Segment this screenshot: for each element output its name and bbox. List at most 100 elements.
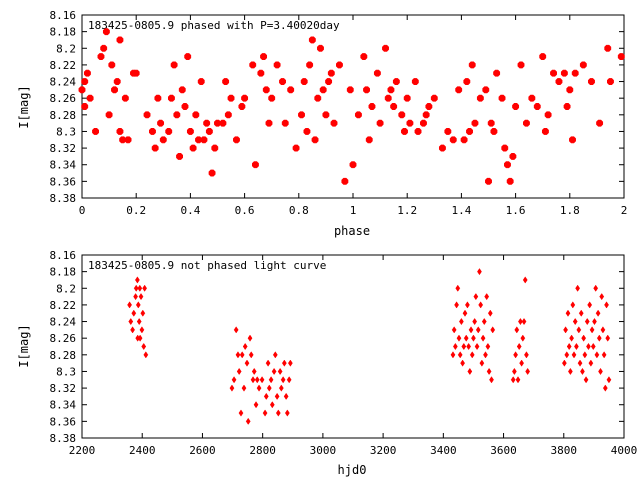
phased-data-point [392,78,400,85]
phased-data-point [78,86,86,94]
unphased-x-tick-label: 2800 [249,444,276,457]
phased-x-tick-label: 1.4 [451,204,471,217]
phased-data-point [346,86,354,94]
phased-data-point [121,94,129,102]
unphased-data-point [584,317,590,326]
unphased-data-point [473,293,479,301]
phased-data-point [143,111,151,119]
phased-data-point [86,94,94,102]
unphased-data-point [136,317,142,326]
phased-data-point [116,36,124,44]
phased-data-point [327,69,335,77]
unphased-data-point [604,301,609,309]
unphased-data-point [271,367,277,376]
phased-data-point [257,69,265,77]
unphased-data-point [512,367,517,376]
unphased-data-point [140,309,146,317]
unphased-data-point [606,376,612,384]
unphased-data-point [566,342,572,351]
phased-x-tick-label: 2 [621,204,628,217]
phased-data-point [317,44,324,52]
unphased-data-point [133,284,139,292]
phased-data-point [476,94,484,102]
unphased-y-tick-label: 8.22 [50,299,77,312]
unphased-data-point [463,334,469,342]
unphased-data-point [602,384,608,392]
unphased-x-axis-label: hjd0 [338,463,367,477]
phased-data-point [322,111,330,119]
phased-data-point [368,103,376,110]
phased-data-point [300,78,308,85]
unphased-data-point [283,392,289,400]
unphased-data-point [462,309,468,317]
phased-data-point [539,53,547,61]
unphased-data-point [596,334,602,342]
unphased-chart-title: 183425-0805.9 not phased light curve [88,259,326,272]
unphased-data-point [239,351,245,359]
phased-data-point [227,94,235,102]
unphased-data-point [135,301,141,309]
unphased-data-point [569,334,574,342]
unphased-y-tick-label: 8.26 [50,332,77,345]
unphased-data-point [235,351,241,359]
phased-y-tick-label: 8.38 [50,192,77,205]
unphased-y-tick-label: 8.32 [50,382,77,395]
phased-x-tick-label: 0.6 [235,204,255,217]
phased-data-point [420,119,427,127]
phased-data-point [544,111,552,119]
unphased-data-point [519,359,525,367]
unphased-data-point [605,334,611,342]
unphased-data-point [465,301,470,309]
unphased-data-point [598,367,603,376]
phased-data-point [463,78,471,85]
phased-data-point [444,128,452,135]
phased-y-axis-label: I[mag] [17,85,31,128]
unphased-data-point [250,376,256,384]
phased-data-point [341,177,349,185]
phased-data-point [314,94,322,102]
phased-data-point [487,119,495,127]
unphased-data-point [489,376,494,384]
phased-x-tick-label: 1.8 [560,204,580,217]
unphased-data-point [561,359,567,367]
phased-data-point [279,78,286,85]
unphased-data-point [137,284,143,292]
phased-y-tick-label: 8.24 [50,76,77,89]
unphased-data-point [143,351,149,359]
phased-data-point [571,69,579,77]
unphased-data-point [574,342,579,351]
unphased-data-point [135,334,141,342]
phased-data-point [430,94,438,102]
unphased-data-point [570,301,576,309]
phased-data-point [398,111,406,119]
phased-y-tick-label: 8.26 [50,92,77,105]
phased-data-point [132,69,140,77]
phased-data-point [569,136,576,144]
unphased-data-point [241,384,247,392]
phased-data-point [108,61,116,69]
phased-data-point [512,103,520,110]
unphased-data-point [520,334,526,342]
unphased-data-point [251,367,257,376]
phased-data-point [354,111,362,119]
unphased-data-point [263,392,269,400]
phased-data-point [281,119,289,127]
unphased-data-point [452,342,458,351]
phased-x-tick-label: 1 [350,204,357,217]
unphased-data-point [244,359,250,367]
phased-data-point [490,128,498,135]
unphased-data-point [468,326,474,334]
unphased-y-tick-label: 8.38 [50,432,77,445]
unphased-data-point [510,376,516,384]
phased-y-tick-label: 8.36 [50,175,77,188]
unphased-data-point [487,309,493,317]
phased-data-point [373,69,381,77]
phased-y-tick-label: 8.28 [50,109,77,122]
phased-x-tick-label: 1.6 [506,204,526,217]
phased-data-point [528,94,536,102]
phased-data-point [522,119,530,127]
unphased-data-point [269,401,275,409]
unphased-plot-frame [81,254,625,439]
phased-data-point [493,69,501,77]
unphased-data-point [275,409,281,417]
